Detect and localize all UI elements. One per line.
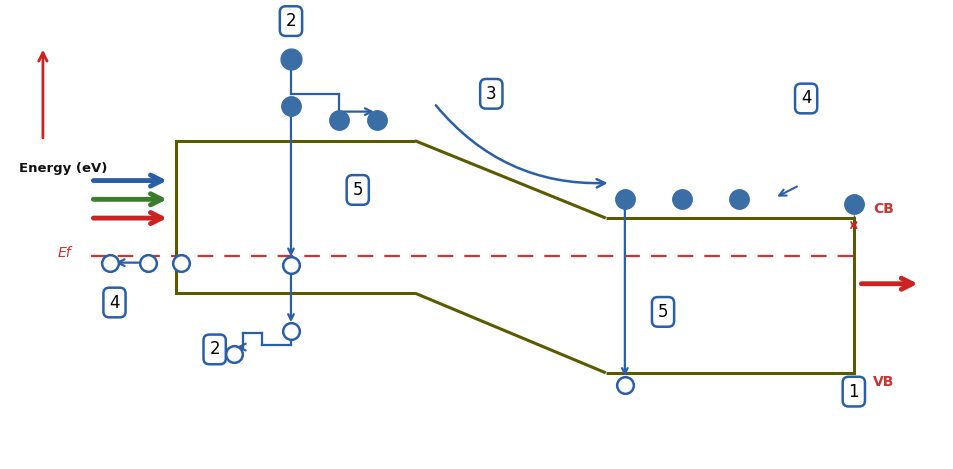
Text: 3: 3	[485, 85, 497, 103]
FancyArrowPatch shape	[436, 106, 604, 188]
Text: Ef: Ef	[58, 246, 71, 260]
Text: Energy (eV): Energy (eV)	[19, 162, 108, 175]
Text: 2: 2	[285, 12, 296, 30]
Text: CB: CB	[872, 202, 893, 216]
Text: 1: 1	[847, 383, 859, 401]
Text: 4: 4	[800, 90, 811, 107]
Text: 5: 5	[352, 181, 363, 199]
Text: 2: 2	[209, 340, 220, 358]
Text: 4: 4	[109, 294, 120, 311]
Text: VB: VB	[872, 375, 893, 389]
Text: 5: 5	[657, 303, 668, 321]
